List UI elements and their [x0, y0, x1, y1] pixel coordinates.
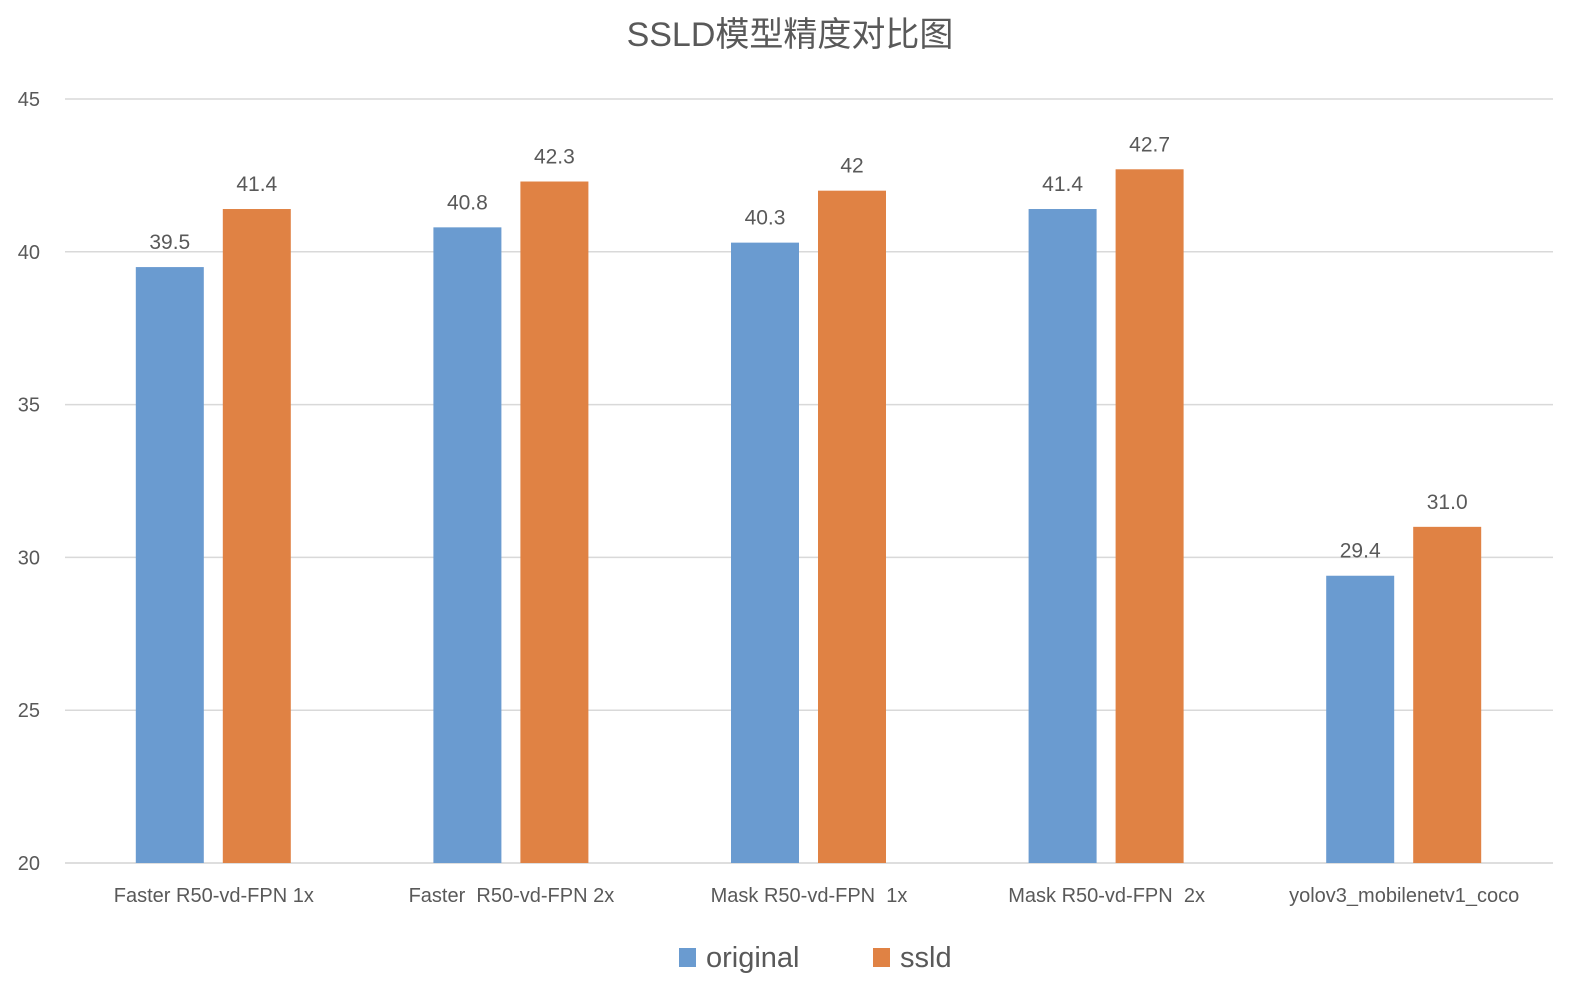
legend: original ssld — [679, 942, 952, 974]
bar-ssld — [1115, 169, 1184, 864]
data-label-ssld: 42.3 — [534, 146, 575, 169]
data-label-ssld: 31.0 — [1427, 491, 1468, 514]
y-tick-label: 25 — [18, 700, 40, 722]
bar-ssld — [520, 181, 589, 864]
x-axis-ticks: Faster R50-vd-FPN 1x Faster R50-vd-FPN 2x… — [114, 885, 1520, 907]
legend-swatch-original — [679, 948, 696, 967]
data-labels: 39.5 41.4 40.8 42.3 40.3 42 41.4 42.7 29.4 31.0 — [149, 133, 1467, 562]
bars — [135, 169, 1482, 864]
bar-original — [1028, 209, 1097, 864]
chart-title: SSLD模型精度对比图 — [627, 16, 954, 54]
gridlines — [65, 98, 1553, 864]
bar-original — [731, 242, 799, 863]
x-tick-label: Mask R50-vd-FPN 1x — [711, 885, 908, 907]
x-tick-label: Faster R50-vd-FPN 1x — [114, 885, 314, 907]
legend-label-ssld: ssld — [900, 942, 952, 974]
x-tick-label: Mask R50-vd-FPN 2x — [1008, 885, 1205, 907]
data-label-ssld: 41.4 — [236, 173, 277, 196]
data-label-original: 29.4 — [1340, 540, 1381, 563]
data-label-original: 40.3 — [745, 207, 786, 230]
x-tick-label: Faster R50-vd-FPN 2x — [409, 885, 615, 907]
data-label-ssld: 42.7 — [1129, 133, 1170, 156]
data-label-ssld: 42 — [840, 155, 863, 178]
data-label-original: 39.5 — [149, 231, 190, 254]
y-axis-ticks: 20 25 30 35 40 45 — [18, 89, 40, 875]
y-tick-label: 35 — [18, 395, 40, 417]
bar-ssld — [818, 190, 886, 863]
bar-original — [433, 227, 502, 864]
legend-label-original: original — [706, 942, 800, 974]
y-tick-label: 20 — [18, 853, 40, 875]
bar-ssld — [222, 209, 291, 864]
y-tick-label: 30 — [18, 547, 40, 569]
data-label-original: 40.8 — [447, 191, 488, 214]
legend-swatch-ssld — [873, 948, 890, 967]
data-label-original: 41.4 — [1042, 173, 1083, 196]
y-tick-label: 40 — [18, 242, 40, 264]
y-tick-label: 45 — [18, 89, 40, 111]
x-tick-label: yolov3_mobilenetv1_coco — [1289, 885, 1519, 907]
bar-original — [1326, 575, 1395, 863]
bar-original — [135, 267, 204, 864]
bar-ssld — [1413, 526, 1482, 863]
